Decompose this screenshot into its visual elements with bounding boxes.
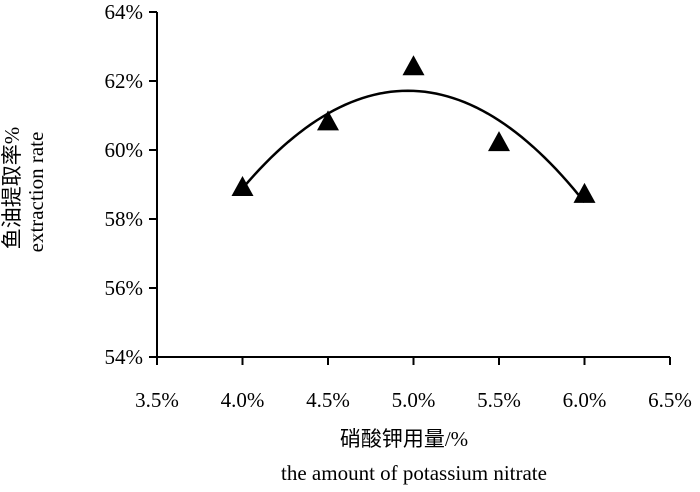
y-tick-label: 60% — [105, 138, 144, 162]
data-point-triangle — [402, 55, 425, 76]
trend-line — [241, 89, 586, 204]
x-tick-label: 3.5% — [135, 388, 179, 412]
y-tick-label: 64% — [105, 0, 144, 24]
x-tick-label: 4.5% — [306, 388, 350, 412]
x-tick-label: 4.0% — [221, 388, 265, 412]
y-tick-label: 62% — [105, 69, 144, 93]
x-tick-label: 5.0% — [392, 388, 436, 412]
x-tick-label: 6.0% — [563, 388, 607, 412]
data-point-triangle — [231, 175, 254, 196]
x-axis-title-en: the amount of potassium nitrate — [281, 461, 547, 485]
y-tick-label: 58% — [105, 207, 144, 231]
y-axis-title-zh: 鱼油提取率% — [0, 127, 24, 250]
data-point-triangle — [317, 110, 339, 131]
y-tick-label: 54% — [105, 345, 144, 369]
data-point-triangle — [573, 182, 596, 203]
x-axis-title-zh: 硝酸钾用量/% — [340, 427, 468, 451]
y-tick-label: 56% — [105, 276, 144, 300]
x-tick-label: 6.5% — [648, 388, 692, 412]
data-point-triangle — [488, 131, 510, 152]
data-points — [231, 55, 596, 203]
y-axis-title-en: extraction rate — [24, 132, 48, 253]
x-tick-label: 5.5% — [477, 388, 521, 412]
x-axis-ticks: 3.5% 4.0% 4.5% 5.0% 5.5% 6.0% 6.5% — [135, 357, 692, 412]
y-axis-ticks: 54% 56% 58% 60% 62% 64% — [105, 0, 157, 369]
